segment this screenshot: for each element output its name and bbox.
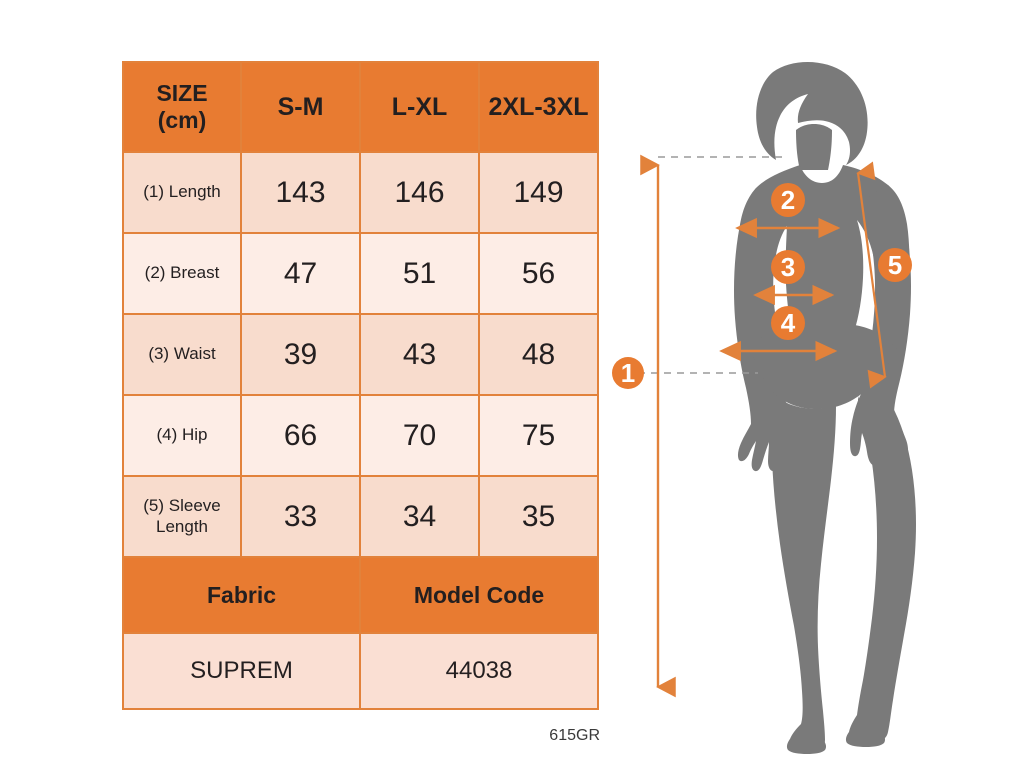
- marker-1-label: 1: [621, 358, 635, 388]
- cell-length-sm: 143: [240, 151, 361, 234]
- marker-1-circle: [612, 357, 644, 389]
- measure-sleeve-annotation: 5: [856, 161, 912, 389]
- cell-waist-sm: 39: [240, 313, 361, 396]
- measure-breast-annotation: 2: [735, 183, 841, 239]
- cell-breast-2xl: 56: [478, 232, 599, 315]
- cell-hip-lxl: 70: [359, 394, 480, 477]
- cell-sleeve-2xl: 35: [478, 475, 599, 558]
- cell-sleeve-lxl: 34: [359, 475, 480, 558]
- row-label-breast: (2) Breast: [122, 232, 242, 315]
- female-silhouette-icon: [734, 61, 916, 754]
- cell-waist-lxl: 43: [359, 313, 480, 396]
- marker-4-circle: [771, 306, 805, 340]
- table-row-hip: (4) Hip 66 70 75: [122, 394, 599, 477]
- table-row-breast: (2) Breast 47 51 56: [122, 232, 599, 315]
- marker-5-label: 5: [888, 250, 902, 280]
- marker-3-circle: [771, 250, 805, 284]
- header-size-cell: SIZE (cm): [122, 61, 242, 153]
- cell-hip-2xl: 75: [478, 394, 599, 477]
- footer-value-model-code: 44038: [359, 632, 599, 710]
- row-label-length: (1) Length: [122, 151, 242, 234]
- table-row-length: (1) Length 143 146 149: [122, 151, 599, 234]
- measure-waist-annotation: 3: [753, 250, 835, 306]
- product-code-label: 615GR: [549, 727, 600, 744]
- cell-sleeve-sm: 33: [240, 475, 361, 558]
- header-size-line2: (cm): [157, 107, 207, 133]
- row-label-sleeve-length: (5) Sleeve Length: [122, 475, 242, 558]
- cell-breast-lxl: 51: [359, 232, 480, 315]
- marker-4-label: 4: [781, 308, 796, 338]
- row-label-sleeve-line1: (5) Sleeve: [143, 496, 221, 516]
- row-label-sleeve-line2: Length: [156, 516, 208, 536]
- marker-3-label: 3: [781, 252, 795, 282]
- footer-value-fabric: SUPREM: [122, 632, 361, 710]
- measure-length-annotation: 1: [612, 154, 785, 698]
- measurement-figure-panel: 1 2 3 4 5: [610, 10, 1010, 770]
- sleeve-arrow: [856, 161, 887, 389]
- cell-waist-2xl: 48: [478, 313, 599, 396]
- footer-header-fabric: Fabric: [122, 556, 361, 634]
- header-col-lxl: L-XL: [359, 61, 480, 153]
- size-chart-table: SIZE (cm) S-M L-XL 2XL-3XL (1) Length 14…: [122, 61, 599, 710]
- header-col-sm: S-M: [240, 61, 361, 153]
- table-footer-header-row: Fabric Model Code: [122, 556, 599, 634]
- cell-length-2xl: 149: [478, 151, 599, 234]
- cell-hip-sm: 66: [240, 394, 361, 477]
- header-col-2xl: 2XL-3XL: [478, 61, 599, 153]
- table-row-sleeve-length: (5) Sleeve Length 33 34 35: [122, 475, 599, 558]
- marker-2-circle: [771, 183, 805, 217]
- header-size-line1: SIZE: [156, 79, 208, 106]
- marker-2-label: 2: [781, 185, 795, 215]
- measure-hip-annotation: 4: [719, 306, 838, 362]
- table-header-row: SIZE (cm) S-M L-XL 2XL-3XL: [122, 61, 599, 153]
- row-label-hip: (4) Hip: [122, 394, 242, 477]
- footer-header-model-code: Model Code: [359, 556, 599, 634]
- cell-breast-sm: 47: [240, 232, 361, 315]
- row-label-waist: (3) Waist: [122, 313, 242, 396]
- table-footer-value-row: SUPREM 44038: [122, 632, 599, 710]
- marker-5-circle: [878, 248, 912, 282]
- cell-length-lxl: 146: [359, 151, 480, 234]
- table-row-waist: (3) Waist 39 43 48: [122, 313, 599, 396]
